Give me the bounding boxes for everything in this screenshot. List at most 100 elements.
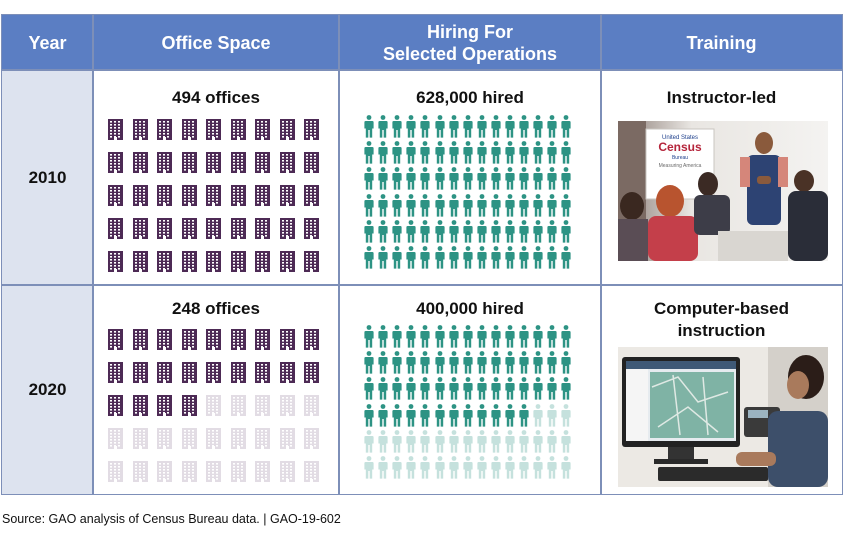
person-icon [491, 141, 501, 164]
person-icon [477, 325, 487, 348]
office-building-icon [304, 184, 319, 206]
office-building-icon [181, 328, 197, 350]
header-hiring: Hiring For Selected Operations [339, 15, 601, 70]
person-icon [406, 377, 416, 400]
person-icon [547, 115, 557, 138]
banner-line2: Census [658, 140, 702, 154]
person-icon [519, 351, 529, 374]
office-building-icon [181, 460, 197, 482]
office-building-icon [108, 151, 123, 173]
person-icon [434, 403, 445, 427]
person-icon [378, 219, 388, 243]
person-icon [378, 377, 388, 400]
year-label-2010: 2010 [28, 167, 67, 187]
office-building-icon [108, 328, 123, 350]
person-icon [364, 325, 374, 348]
person-icon [448, 115, 459, 138]
person-icon [533, 456, 543, 479]
person-icon [561, 403, 571, 427]
person-icon [561, 167, 571, 190]
person-icon [364, 167, 374, 190]
person-icon [434, 219, 445, 243]
office-building-icon [157, 184, 172, 206]
person-icon [533, 167, 543, 190]
person-icon [463, 141, 473, 164]
office-building-icon [206, 361, 221, 383]
training-cell-2020: Computer-based instruction [601, 285, 842, 494]
person-icon [519, 377, 529, 400]
person-icon [448, 219, 459, 243]
person-icon [477, 219, 487, 243]
person-icon [364, 141, 374, 164]
office-building-icon [230, 394, 246, 416]
person-icon [392, 403, 402, 427]
person-icon [392, 193, 402, 217]
person-icon [561, 429, 571, 453]
person-icon [533, 377, 543, 400]
person-icon [547, 141, 557, 164]
person-icon [519, 167, 529, 190]
person-icon [378, 115, 388, 138]
office-building-icon [181, 151, 197, 173]
office-building-icon [132, 217, 148, 239]
person-icon [420, 115, 430, 138]
office-building-icon [255, 427, 270, 449]
person-icon [561, 246, 571, 269]
person-icon [406, 429, 416, 453]
office-building-icon [304, 250, 319, 272]
person-icon [561, 377, 571, 400]
office-building-icon [206, 118, 221, 140]
person-icon [463, 219, 473, 243]
person-icon [364, 429, 374, 453]
person-icon [547, 219, 557, 243]
person-icon [491, 351, 501, 374]
person-icon [434, 325, 445, 348]
person-icon [434, 246, 445, 269]
person-icon [364, 193, 374, 217]
person-icon [364, 351, 374, 374]
person-icon [406, 219, 416, 243]
header-office-space-label: Office Space [161, 32, 271, 53]
training-label-2020-line2: instruction [677, 321, 766, 340]
person-icon [547, 246, 557, 269]
person-icon [378, 193, 388, 217]
person-icon [392, 351, 402, 374]
person-icon [505, 377, 515, 400]
person-icon [547, 403, 557, 427]
person-icon [406, 325, 416, 348]
office-building-icon [230, 118, 246, 140]
person-icon [491, 115, 501, 138]
person-icon [392, 377, 402, 400]
person-icon [491, 246, 501, 269]
person-icon [491, 456, 501, 479]
year-label-2020: 2020 [28, 379, 67, 399]
person-icon [420, 351, 430, 374]
office-building-icon [255, 217, 270, 239]
person-icon [364, 115, 374, 138]
person-icon [364, 219, 374, 243]
training-label-2020-line1: Computer-based [653, 299, 790, 318]
person-icon [463, 456, 473, 479]
person-icon [533, 193, 543, 217]
person-icon [505, 325, 515, 348]
office-building-icon [206, 460, 221, 482]
person-icon [477, 193, 487, 217]
office-building-icon [279, 217, 295, 239]
person-icon [463, 167, 473, 190]
person-icon [477, 456, 487, 479]
header-hiring-line2: Selected Operations [382, 43, 558, 64]
person-icon [477, 377, 487, 400]
person-icon [561, 115, 571, 138]
person-icon [364, 456, 374, 479]
person-icon [392, 456, 402, 479]
person-icon [533, 219, 543, 243]
person-icon [448, 325, 459, 348]
office-building-icon [181, 361, 197, 383]
person-icon [477, 167, 487, 190]
person-icon [519, 115, 529, 138]
office-building-icon [304, 394, 319, 416]
person-icon [392, 141, 402, 164]
person-icon [406, 403, 416, 427]
banner-line3: Bureau [672, 155, 688, 161]
hired-label-2020: 400,000 hired [416, 299, 524, 318]
